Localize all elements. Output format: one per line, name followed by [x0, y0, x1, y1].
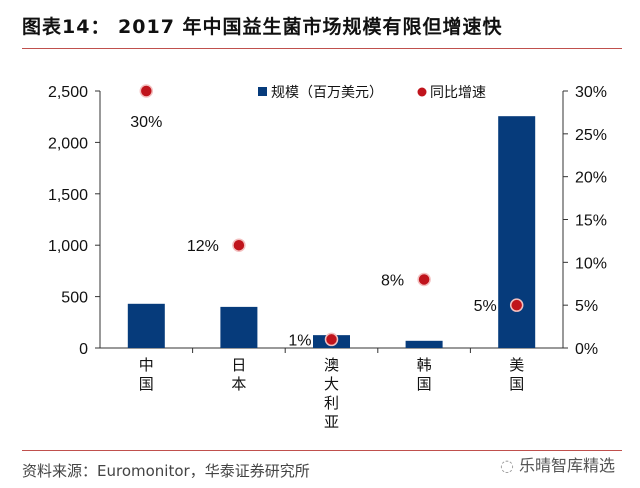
chart-title: 图表14： 2017 年中国益生菌市场规模有限但增速快 [22, 16, 503, 38]
left-tick-label: 500 [61, 290, 88, 307]
title-divider [22, 48, 622, 49]
growth-point [509, 298, 524, 312]
growth-label: 1% [288, 332, 311, 349]
left-tick-label: 0 [79, 341, 88, 358]
right-tick-label: 5% [575, 298, 598, 315]
growth-label: 5% [474, 298, 497, 315]
growth-point [139, 84, 154, 98]
right-tick-label: 30% [575, 84, 607, 101]
right-tick-label: 10% [575, 255, 607, 272]
watermark: ◌ 乐晴智库精选 [500, 456, 616, 475]
growth-label: 30% [130, 114, 162, 131]
legend-bar-swatch [258, 87, 267, 96]
bar [498, 116, 536, 348]
bar [405, 340, 443, 348]
wechat-icon: ◌ [500, 456, 520, 475]
x-tick-label: 日 [231, 357, 246, 374]
legend-point-swatch [417, 87, 427, 97]
left-tick-label: 2,500 [48, 84, 88, 101]
x-tick-label: 利 [324, 395, 339, 412]
legend-bar-label: 规模（百万美元） [271, 84, 383, 100]
x-tick-label: 本 [231, 376, 246, 393]
right-tick-label: 20% [575, 170, 607, 187]
x-tick-label: 美 [509, 357, 524, 374]
legend-point-label: 同比增速 [430, 84, 486, 100]
footer-divider [22, 450, 622, 451]
bar [220, 306, 258, 348]
growth-label: 12% [187, 238, 219, 255]
x-tick-label: 亚 [324, 414, 339, 431]
left-tick-label: 2,000 [48, 135, 88, 152]
x-tick-label: 国 [417, 376, 432, 393]
left-tick-label: 1,000 [48, 238, 88, 255]
x-tick-label: 大 [324, 376, 339, 393]
right-tick-label: 25% [575, 127, 607, 144]
x-tick-label: 国 [139, 376, 154, 393]
source-note: 资料来源：Euromonitor，华泰证券研究所 [22, 462, 310, 480]
right-tick-label: 15% [575, 213, 607, 230]
x-tick-label: 中 [139, 357, 154, 374]
growth-label: 8% [381, 272, 404, 289]
x-tick-label: 国 [509, 376, 524, 393]
bar [127, 303, 165, 348]
x-tick-label: 韩 [417, 357, 432, 374]
left-tick-label: 1,500 [48, 187, 88, 204]
growth-point [232, 238, 246, 252]
x-tick-label: 澳 [324, 357, 339, 374]
right-tick-label: 0% [575, 341, 598, 358]
growth-point [324, 332, 339, 347]
growth-point [417, 272, 431, 287]
